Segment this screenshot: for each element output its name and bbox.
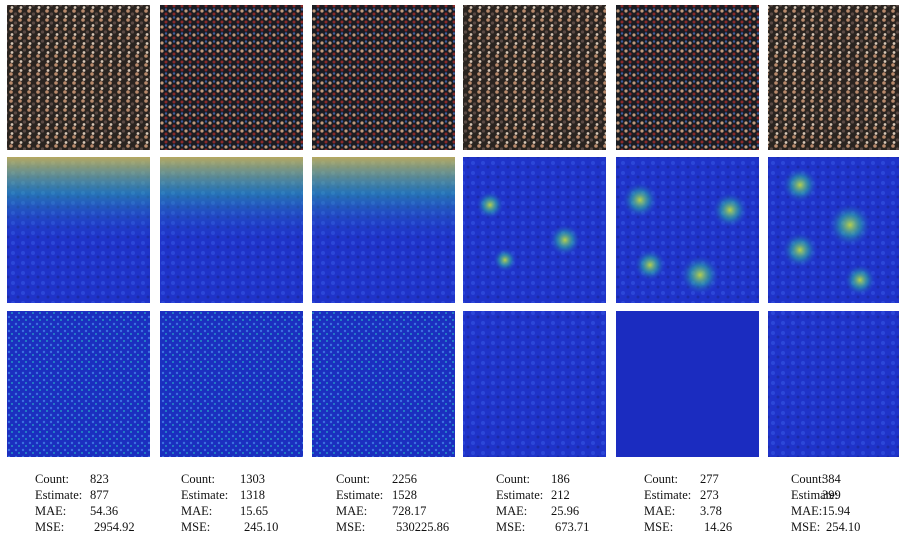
stat-label: MAE: (496, 504, 527, 518)
stat-label: Count: (791, 472, 825, 486)
density-map (463, 311, 606, 457)
stat-label: MAE: (35, 504, 66, 518)
stat-value: 212 (551, 488, 570, 502)
hot-spot (476, 191, 504, 219)
density-overlay (160, 157, 303, 303)
crowd-image (616, 5, 759, 150)
hot-spot (493, 248, 517, 272)
stat-value: 15.65 (240, 504, 268, 518)
stat-label: Count: (644, 472, 678, 486)
hot-spot (712, 192, 748, 228)
stat-value: 728.17 (392, 504, 426, 518)
stat-label: MSE: (336, 520, 365, 534)
stat-value: 2954.92 (94, 520, 135, 534)
density-map (768, 311, 899, 457)
crowd-image (768, 5, 899, 150)
hot-spot (782, 167, 818, 203)
crowd-image (7, 5, 150, 150)
figure: Count: 823 Estimate: 877 MAE: 54.36 MSE: 2954.9… (0, 0, 899, 536)
hot-spot (622, 182, 658, 218)
stat-label: MSE: (644, 520, 673, 534)
stat-label: MAE: (791, 504, 822, 518)
density-map (616, 311, 759, 457)
hot-spot (844, 264, 876, 296)
stat-label: Estimate: (35, 488, 82, 502)
hot-spot (782, 232, 818, 268)
stat-label: Count: (181, 472, 215, 486)
stat-value: 186 (551, 472, 570, 486)
hot-spot (549, 224, 581, 256)
stat-label: MSE: (496, 520, 525, 534)
crowd-image (160, 5, 303, 150)
stat-value: 2256 (392, 472, 417, 486)
ground-truth-maps (7, 157, 899, 303)
stat-label: MSE: (791, 520, 820, 534)
stat-value: 530225.86 (396, 520, 449, 534)
stat-value: 254.10 (826, 520, 860, 534)
stat-label: MSE: (181, 520, 210, 534)
stat-label: Estimate: (644, 488, 691, 502)
stat-label: MAE: (336, 504, 367, 518)
density-overlay (312, 157, 455, 303)
stat-value: 673.71 (555, 520, 589, 534)
density-map (160, 311, 303, 457)
stat-value: 14.26 (704, 520, 732, 534)
stat-value: 277 (700, 472, 719, 486)
hot-spot (828, 203, 872, 247)
stat-value: 1318 (240, 488, 265, 502)
stat-label: Estimate: (496, 488, 543, 502)
stat-label: Count: (336, 472, 370, 486)
stat-label: Estimate: (181, 488, 228, 502)
stat-label: Count: (496, 472, 530, 486)
stat-label: Estimate: (336, 488, 383, 502)
stat-value: 3.78 (700, 504, 722, 518)
stat-value: 1303 (240, 472, 265, 486)
stat-label: MSE: (35, 520, 64, 534)
stat-label: Count: (35, 472, 69, 486)
input-images (7, 5, 899, 150)
statistics: Count: 823 Estimate: 877 MAE: 54.36 MSE: 2954.9… (35, 472, 860, 534)
stat-label: MAE: (181, 504, 212, 518)
hot-spot (634, 249, 666, 281)
stat-value: 54.36 (90, 504, 118, 518)
crowd-image (312, 5, 455, 150)
hot-spot (680, 255, 720, 295)
density-map (312, 311, 455, 457)
density-map (463, 157, 606, 303)
stat-value: 384 (822, 472, 842, 486)
stat-value: 245.10 (244, 520, 278, 534)
crowd-image (463, 5, 606, 150)
stat-value: 877 (90, 488, 109, 502)
stat-value: 273 (700, 488, 719, 502)
stat-value: 1528 (392, 488, 417, 502)
stat-value: 823 (90, 472, 109, 486)
estimated-maps (7, 311, 899, 457)
stat-value: 15.94 (822, 504, 851, 518)
stat-value: 399 (822, 488, 841, 502)
stat-value: 25.96 (551, 504, 579, 518)
density-map (7, 311, 150, 457)
density-overlay (7, 157, 150, 303)
stat-label: MAE: (644, 504, 675, 518)
